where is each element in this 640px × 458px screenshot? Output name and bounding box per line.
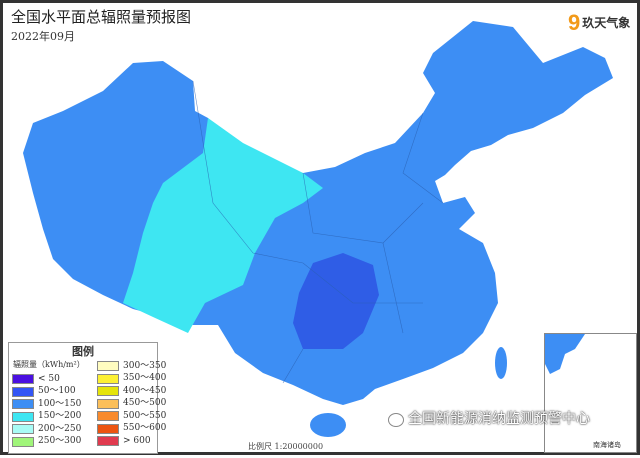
legend-label: 50～100 bbox=[38, 386, 76, 397]
map-scale: 比例尺 1:20000000 bbox=[248, 442, 324, 451]
china-map bbox=[23, 21, 613, 437]
legend-item: 50～100 bbox=[12, 386, 81, 399]
legend-item: 500～550 bbox=[97, 410, 166, 423]
legend-label: < 50 bbox=[38, 373, 60, 384]
taiwan-island bbox=[495, 347, 507, 379]
legend-swatch bbox=[97, 373, 119, 384]
legend-label: 550～600 bbox=[123, 423, 167, 434]
logo-text: 玖天气象 bbox=[582, 16, 631, 30]
legend-swatch bbox=[12, 399, 34, 410]
inset-label: 南海诸岛 bbox=[593, 441, 621, 449]
legend-swatch bbox=[12, 436, 34, 447]
map-date: 2022年09月 bbox=[11, 30, 75, 43]
legend-swatch bbox=[12, 386, 34, 397]
south-china-sea-inset bbox=[544, 333, 637, 453]
legend-swatch bbox=[97, 423, 119, 434]
legend-item: < 50 bbox=[12, 373, 81, 386]
legend-swatch bbox=[97, 436, 119, 447]
legend-item: 450～500 bbox=[97, 398, 166, 411]
inset-map bbox=[545, 334, 585, 374]
region-50-100 bbox=[293, 253, 379, 349]
legend-swatch bbox=[12, 424, 34, 435]
legend-title: 图例 bbox=[72, 345, 94, 358]
legend-label: 100～150 bbox=[38, 398, 82, 409]
logo: 9 玖天气象 bbox=[568, 11, 630, 35]
region-150-200 bbox=[123, 118, 323, 333]
legend: 图例 辐照量（kWh/m²） < 50 50～100 100～150 150～200 2… bbox=[8, 342, 166, 454]
legend-item: 150～200 bbox=[12, 411, 81, 424]
legend-column-2: 300～350 350～400 400～450 450～500 500～550 550～6… bbox=[97, 360, 166, 448]
legend-swatch bbox=[12, 411, 34, 422]
legend-swatch bbox=[97, 398, 119, 409]
legend-label: 500～550 bbox=[123, 410, 167, 421]
watermark: 全国新能源消纳监测预警中心 bbox=[388, 411, 590, 428]
legend-label: 300～350 bbox=[123, 360, 167, 371]
legend-label: 350～400 bbox=[123, 373, 167, 384]
legend-label: 450～500 bbox=[123, 398, 167, 409]
legend-item: > 600 bbox=[97, 435, 166, 448]
legend-item: 350～400 bbox=[97, 373, 166, 386]
province-borders bbox=[192, 80, 444, 384]
legend-label: 400～450 bbox=[123, 385, 167, 396]
legend-item: 100～150 bbox=[12, 398, 81, 411]
inset-landmass bbox=[545, 334, 585, 374]
wechat-icon bbox=[388, 412, 404, 427]
legend-swatch bbox=[12, 374, 34, 385]
legend-item: 250～300 bbox=[12, 436, 81, 449]
legend-column-1: < 50 50～100 100～150 150～200 200～250 250～300 bbox=[12, 373, 81, 448]
legend-item: 200～250 bbox=[12, 423, 81, 436]
legend-label: 150～200 bbox=[38, 411, 82, 422]
watermark-text: 全国新能源消纳监测预警中心 bbox=[408, 411, 590, 427]
hainan-island bbox=[310, 413, 346, 437]
legend-item: 550～600 bbox=[97, 423, 166, 436]
legend-swatch bbox=[97, 386, 119, 397]
legend-item: 300～350 bbox=[97, 360, 166, 373]
legend-swatch bbox=[97, 361, 119, 372]
legend-item: 400～450 bbox=[97, 385, 166, 398]
legend-swatch bbox=[97, 411, 119, 422]
legend-unit: 辐照量（kWh/m²） bbox=[13, 360, 85, 369]
legend-label: 250～300 bbox=[38, 436, 82, 447]
logo-mark: 9 bbox=[568, 10, 581, 35]
legend-label: 200～250 bbox=[38, 423, 82, 434]
map-title: 全国水平面总辐照量预报图 bbox=[11, 8, 192, 26]
legend-label: > 600 bbox=[123, 435, 151, 446]
